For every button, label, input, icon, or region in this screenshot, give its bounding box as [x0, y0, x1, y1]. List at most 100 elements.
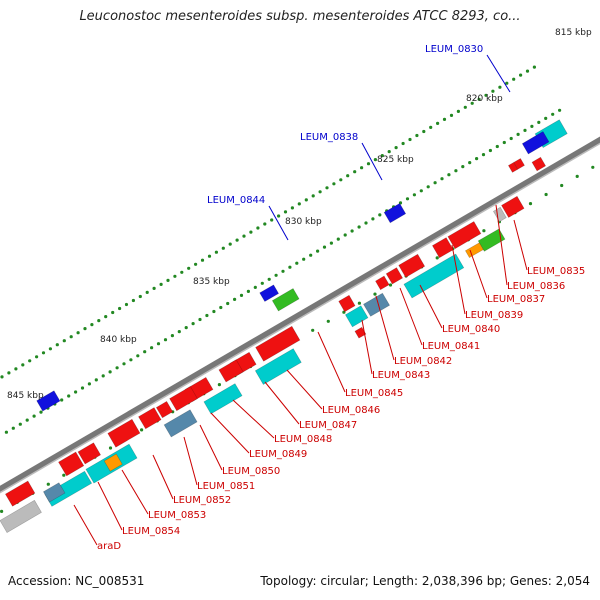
tick-dot [360, 166, 364, 170]
tick-dot [332, 182, 336, 186]
tick-dot [194, 262, 198, 266]
kbp-label: 820 kbp [466, 94, 503, 104]
tick-dot [14, 367, 18, 371]
tick-dot [138, 294, 142, 299]
leader-line [264, 381, 300, 425]
gene-feature [431, 237, 454, 259]
gene-feature [531, 156, 547, 172]
tick-dot [129, 358, 133, 362]
tick-dot [228, 242, 232, 246]
gene-feature [398, 253, 426, 278]
gene-feature [0, 499, 42, 534]
tick-dot [442, 117, 447, 121]
tick-dot [118, 306, 122, 311]
kbp-label: 815 kbp [555, 28, 592, 38]
tick-dot [87, 382, 91, 386]
tick-dot [373, 292, 377, 296]
tick-dot [249, 230, 253, 234]
leader-line [469, 249, 488, 299]
leader-line [451, 244, 466, 315]
gene-feature [163, 409, 198, 438]
kbp-label: 825 kbp [377, 155, 414, 165]
tick-dot [104, 315, 108, 319]
leader-line [152, 454, 174, 500]
tick-dot [325, 186, 329, 190]
tick-dot [544, 192, 548, 197]
tick-dot [311, 194, 315, 198]
gene-feature [169, 386, 198, 412]
gene-feature [507, 162, 519, 173]
kbp-label: 840 kbp [100, 335, 137, 345]
tick-dot [198, 317, 202, 322]
tick-dot [353, 170, 357, 174]
tick-dot [405, 197, 410, 201]
gene-feature [254, 348, 302, 385]
tick-dot [62, 473, 66, 477]
gene-feature [403, 253, 465, 299]
gene-feature [77, 442, 102, 465]
gene-feature [36, 390, 61, 412]
tick-dot [150, 346, 154, 350]
tick-dot [145, 290, 149, 294]
tick-dot [260, 281, 264, 285]
gene-feature [271, 288, 300, 312]
tick-dot [115, 366, 119, 370]
gene-label: LEUM_0854 [122, 526, 180, 537]
tick-dot [90, 323, 94, 327]
gene-label: LEUM_0847 [299, 420, 357, 431]
tick-dot [318, 190, 322, 194]
tick-dot [350, 229, 354, 233]
tick-dot [468, 161, 472, 165]
tick-dot [491, 89, 495, 93]
tick-dot [447, 173, 451, 177]
tick-dot [4, 430, 8, 434]
gene-label: LEUM_0837 [487, 294, 545, 305]
leader-line [419, 284, 443, 329]
tick-dot [101, 374, 105, 378]
gene-label: LEUM_0850 [222, 466, 280, 477]
tick-dot [177, 330, 181, 334]
tick-dot [357, 225, 361, 229]
leader-line [199, 424, 223, 471]
gene-feature [255, 325, 301, 362]
map-title: Leuconostoc mesenteroides subsp. mesente… [79, 9, 521, 24]
tick-dot [388, 283, 393, 287]
tick-dot [343, 233, 347, 237]
tick-dot [226, 301, 230, 306]
tick-dot [329, 241, 333, 245]
tick-dot [253, 285, 257, 289]
tick-dot [311, 328, 315, 332]
tick-dot [436, 121, 440, 125]
tick-dot [242, 234, 246, 238]
gene-label: LEUM_0853 [148, 510, 206, 521]
tick-dot [152, 286, 156, 290]
tick-dot [373, 158, 377, 162]
tick-dot [357, 301, 361, 305]
leader-line [232, 399, 275, 439]
gene-label: LEUM_0844 [207, 195, 265, 206]
gene-feature [138, 407, 162, 430]
tick-dot [11, 426, 15, 430]
leader-line [495, 204, 508, 286]
tick-dot [591, 165, 595, 169]
tick-dot [94, 378, 98, 382]
tick-dot [346, 174, 350, 178]
tick-dot [62, 339, 66, 343]
backbone-highlight [0, 142, 600, 494]
tick-dot [366, 162, 371, 166]
accession-text: Accession: NC_008531 [8, 574, 145, 588]
tick-dot [180, 270, 184, 274]
tick-dot [21, 363, 25, 367]
tick-dot [461, 165, 465, 169]
tick-dot [477, 97, 481, 101]
tick-dot [131, 298, 135, 303]
tick-dot [512, 77, 516, 81]
gene-label: LEUM_0840 [442, 324, 500, 335]
tick-dot [435, 256, 439, 260]
gene-label: LEUM_0843 [372, 370, 430, 381]
leader-line [317, 331, 346, 393]
tick-dot [159, 282, 163, 286]
tick-dot [415, 133, 419, 138]
tick-dot [143, 350, 147, 354]
